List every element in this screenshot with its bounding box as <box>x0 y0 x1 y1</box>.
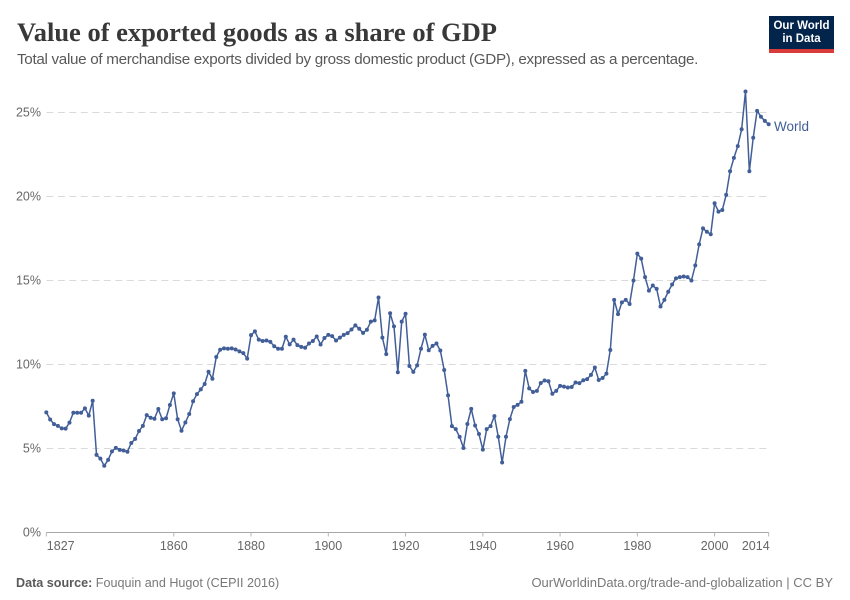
svg-text:1880: 1880 <box>237 539 265 553</box>
svg-text:2000: 2000 <box>701 539 729 553</box>
svg-text:1960: 1960 <box>546 539 574 553</box>
svg-text:1860: 1860 <box>160 539 188 553</box>
svg-text:5%: 5% <box>23 442 41 456</box>
svg-text:1940: 1940 <box>469 539 497 553</box>
svg-text:0%: 0% <box>23 526 41 540</box>
svg-text:World: World <box>774 119 809 134</box>
svg-text:2014: 2014 <box>742 539 770 553</box>
svg-text:10%: 10% <box>16 358 41 372</box>
svg-text:1920: 1920 <box>392 539 420 553</box>
svg-text:25%: 25% <box>16 106 41 120</box>
svg-text:1827: 1827 <box>47 539 75 553</box>
svg-text:20%: 20% <box>16 190 41 204</box>
svg-text:1980: 1980 <box>623 539 651 553</box>
svg-text:1900: 1900 <box>314 539 342 553</box>
svg-text:15%: 15% <box>16 274 41 288</box>
